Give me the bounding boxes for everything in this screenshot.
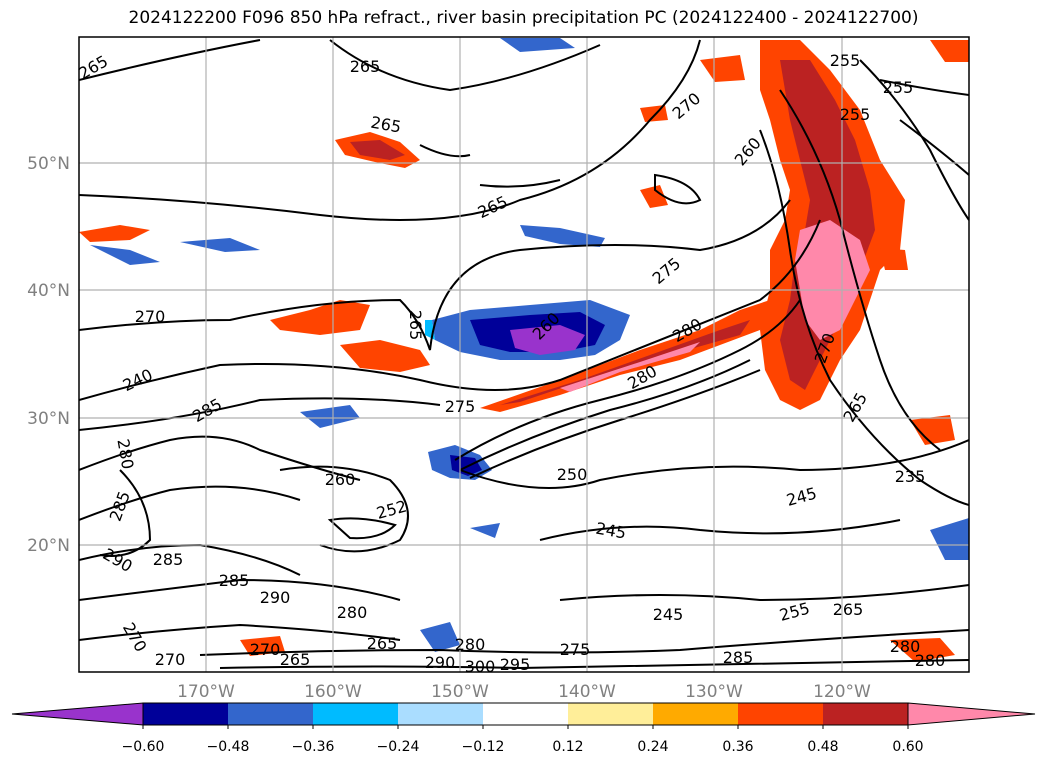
- contour-label: 245: [784, 484, 818, 510]
- contour-label: 270: [119, 619, 151, 655]
- lon-label-170w: 170°W: [177, 682, 235, 702]
- contour-label: 290: [260, 588, 291, 607]
- contour-label: 255: [777, 599, 811, 625]
- contour-label: 265: [75, 51, 111, 83]
- colorbar-extend-low: [11, 702, 144, 726]
- contour-label: 270: [250, 640, 281, 659]
- lon-label-120w: 120°W: [813, 682, 871, 702]
- contour-label: 252: [374, 497, 408, 523]
- lat-label-40n: 40°N: [27, 281, 70, 301]
- refractivity-contours: [79, 39, 969, 670]
- contour-label: 280: [890, 637, 921, 656]
- colorbar-swatch: [653, 703, 738, 725]
- contour-label: 235: [895, 467, 926, 486]
- colorbar-swatch: [483, 703, 568, 725]
- contour-label: 270: [135, 307, 166, 326]
- colorbar-swatch: [738, 703, 823, 725]
- contour-label: 300: [465, 657, 496, 676]
- precipitation-shading: [79, 38, 969, 662]
- colorbar-tick-label: 0.48: [807, 739, 838, 755]
- contour-label: 280: [113, 437, 137, 470]
- lat-label-20n: 20°N: [27, 536, 70, 556]
- colorbar-swatch: [313, 703, 398, 725]
- contour-label: 260: [325, 470, 356, 489]
- colorbar-tick-label: −0.60: [122, 739, 165, 755]
- contour-label: 265: [406, 310, 425, 341]
- contour-label: 280: [455, 635, 486, 654]
- contour-label: 265: [839, 389, 871, 425]
- colorbar: −0.60 −0.48 −0.36 −0.24 −0.12 0.12 0.24 0.36 0.4…: [11, 702, 1036, 755]
- graticule: [79, 37, 969, 672]
- lat-label-30n: 30°N: [27, 409, 70, 429]
- contour-label: 265: [833, 600, 864, 619]
- colorbar-swatch: [143, 703, 228, 725]
- colorbar-tick-label: 0.36: [722, 739, 753, 755]
- contour-label: 250: [557, 465, 588, 484]
- colorbar-tick-label: −0.36: [292, 739, 335, 755]
- lon-label-160w: 160°W: [304, 682, 362, 702]
- contour-label: 285: [723, 648, 754, 667]
- contour-label: 265: [350, 57, 381, 76]
- contour-label: 285: [189, 394, 225, 426]
- contour-label: 275: [560, 640, 591, 659]
- contour-label: 280: [915, 651, 946, 670]
- contour-label: 255: [830, 51, 861, 70]
- contour-label: 265: [367, 634, 398, 653]
- contour-label: 270: [155, 650, 186, 669]
- colorbar-swatch: [228, 703, 313, 725]
- contour-label: 245: [653, 605, 684, 624]
- colorbar-extend-high: [907, 702, 1036, 726]
- contour-label: 245: [594, 519, 627, 543]
- lon-label-150w: 150°W: [431, 682, 489, 702]
- contour-label: 290: [425, 653, 456, 672]
- contour-label: 255: [883, 78, 914, 97]
- contour-label: 285: [219, 571, 250, 590]
- contour-label: 275: [445, 397, 476, 416]
- colorbar-tick-label: −0.48: [207, 739, 250, 755]
- colorbar-swatch: [823, 703, 908, 725]
- colorbar-tick-label: 0.24: [637, 739, 668, 755]
- lat-label-50n: 50°N: [27, 154, 70, 174]
- contour-label: 255: [840, 105, 871, 124]
- contour-label: 275: [649, 254, 685, 288]
- colorbar-swatch: [398, 703, 483, 725]
- contour-label: 285: [153, 550, 184, 569]
- colorbar-tick-label: −0.24: [377, 739, 420, 755]
- colorbar-tick-label: 0.12: [552, 739, 583, 755]
- map-title: 2024122200 F096 850 hPa refract., river …: [128, 8, 919, 28]
- contour-label: 265: [475, 192, 511, 222]
- contour-label: 285: [106, 489, 134, 524]
- colorbar-tick-label: 0.60: [892, 739, 923, 755]
- contour-label: 265: [369, 113, 402, 137]
- map-frame: [78, 36, 970, 673]
- contour-label: 265: [280, 650, 311, 669]
- colorbar-frame: [142, 702, 909, 726]
- lon-label-140w: 140°W: [558, 682, 616, 702]
- contour-label: 240: [120, 365, 156, 395]
- map-plot-area: [79, 38, 969, 670]
- colorbar-tick-label: −0.12: [462, 739, 505, 755]
- contour-label: 295: [500, 655, 531, 674]
- colorbar-swatch: [568, 703, 653, 725]
- lon-label-130w: 130°W: [685, 682, 743, 702]
- contour-label: 280: [337, 603, 368, 622]
- contour-label: 260: [731, 134, 765, 170]
